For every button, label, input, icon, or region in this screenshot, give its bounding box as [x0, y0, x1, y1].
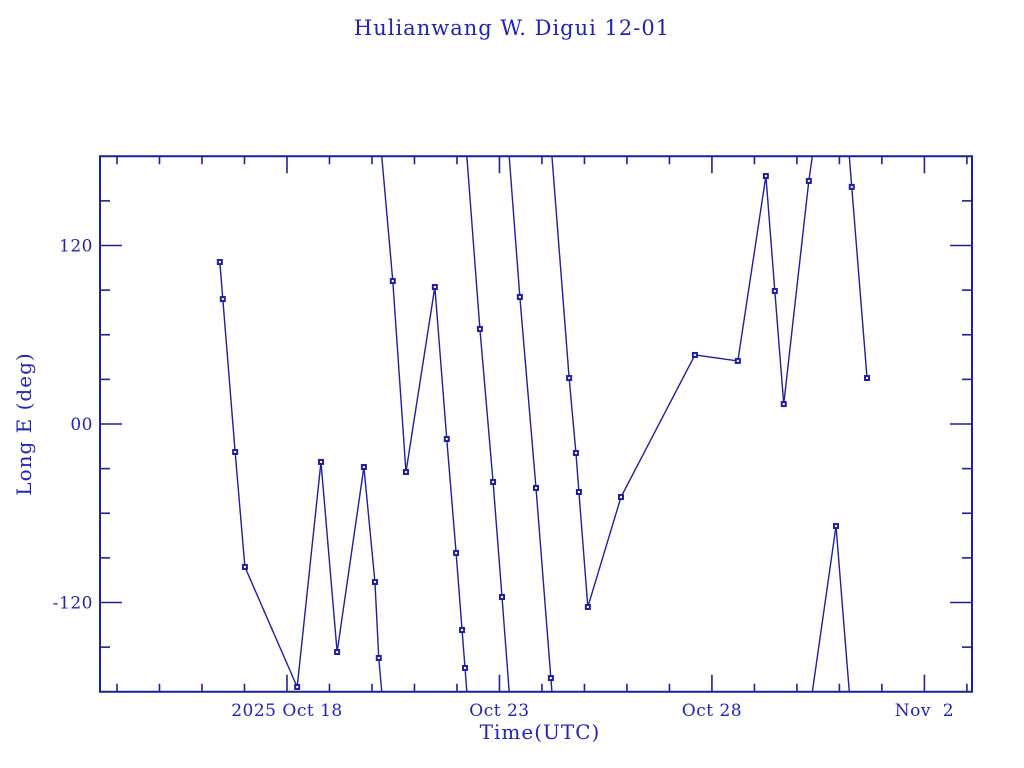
data-point-marker-center [807, 179, 810, 182]
data-point-marker-center [619, 496, 622, 499]
data-point-marker-center [218, 261, 221, 264]
chart-title: Hulianwang W. Digui 12-01 [353, 16, 671, 40]
data-point-marker-center [362, 465, 365, 468]
data-point-marker-center [764, 175, 767, 178]
data-point-marker-center [693, 353, 696, 356]
series-line-segment [446, 438, 457, 554]
data-point-marker-center [773, 290, 776, 293]
x-tick-label: Oct 23 [469, 701, 529, 721]
data-point-marker-center [373, 580, 376, 583]
data-point-marker-center [835, 525, 838, 528]
y-tick-label: -120 [53, 594, 93, 614]
data-point-marker-center [478, 327, 481, 330]
series-line-segment [464, 667, 468, 692]
series-line-segment [296, 461, 322, 688]
series-line-segment [222, 298, 236, 453]
data-point-marker-center [568, 377, 571, 380]
data-point-marker-center [501, 595, 504, 598]
series-line-segment [434, 286, 448, 440]
series-line-segment [374, 581, 380, 659]
series-line-segment [835, 525, 850, 692]
data-point-marker-center [535, 486, 537, 489]
series-line-segment [568, 377, 577, 454]
data-point-marker-center [464, 666, 467, 669]
series-line-segment [575, 452, 580, 493]
series-line-segment [851, 186, 868, 379]
data-point-marker-center [391, 280, 394, 283]
series-line-segment [737, 175, 767, 362]
data-point-marker-center [518, 295, 521, 298]
data-point-marker-center [586, 605, 589, 608]
series-line-segment [551, 156, 570, 379]
series-line-segment [219, 261, 224, 300]
series-line-segment [479, 328, 494, 483]
x-tick-label: 2025 Oct 18 [231, 701, 343, 721]
series-line-segment [363, 466, 376, 583]
data-point-marker-center [782, 403, 785, 406]
data-point-marker-center [377, 656, 380, 659]
data-point-marker-center [445, 438, 448, 441]
data-point-marker-center [221, 298, 224, 301]
series-line-segment [508, 156, 521, 298]
series-line-segment [320, 461, 338, 653]
series-line-segment [620, 354, 696, 498]
series-line-segment [783, 180, 810, 405]
data-point-marker-center [296, 685, 299, 688]
x-axis-title: Time(UTC) [479, 720, 601, 744]
y-tick-label: 00 [70, 415, 93, 435]
series-line-segment [774, 290, 785, 405]
series-line-segment [501, 596, 510, 692]
series-line-segment [455, 552, 463, 631]
data-point-marker-center [850, 185, 853, 188]
series-line-segment [234, 451, 246, 568]
series-line-segment [694, 354, 738, 362]
data-point-marker-center [404, 471, 407, 474]
data-point-marker-center [319, 460, 322, 463]
y-axis-title: Long E (deg) [12, 352, 36, 496]
data-point-marker-center [455, 551, 458, 554]
data-series-group [216, 156, 871, 692]
series-line-segment [461, 629, 466, 669]
data-point-marker-center [243, 565, 246, 568]
series-line-segment [392, 281, 407, 473]
series-line-segment [336, 466, 365, 653]
series-line-segment [808, 156, 814, 182]
data-point-marker-center [866, 377, 869, 380]
data-point-marker-center [433, 286, 436, 289]
series-line-segment [535, 487, 552, 679]
series-line-segment [578, 491, 589, 608]
data-point-marker-center [574, 452, 577, 455]
series-line-segment [587, 496, 622, 608]
series-line-segment [848, 156, 853, 187]
x-tick-label: Nov 2 [895, 701, 954, 721]
data-point-marker-center [492, 481, 495, 484]
series-line-segment [244, 566, 298, 688]
data-point-marker-center [577, 490, 580, 493]
series-line-segment [492, 481, 503, 598]
y-tick-label: 120 [59, 237, 93, 257]
series-line-segment [519, 296, 537, 489]
data-point-marker-center [336, 651, 339, 654]
data-point-marker-center [234, 450, 237, 453]
x-tick-label: Oct 28 [682, 701, 742, 721]
series-line-segment [466, 156, 481, 330]
data-point-marker-center [736, 359, 739, 362]
series-line-segment [765, 175, 776, 292]
data-point-marker-center [549, 677, 552, 680]
series-line-segment [811, 525, 837, 692]
data-point-marker-center [461, 629, 464, 632]
series-line-segment [378, 657, 383, 692]
plot-frame [99, 155, 973, 693]
series-line-segment [381, 156, 394, 282]
series-line-segment [405, 286, 436, 473]
